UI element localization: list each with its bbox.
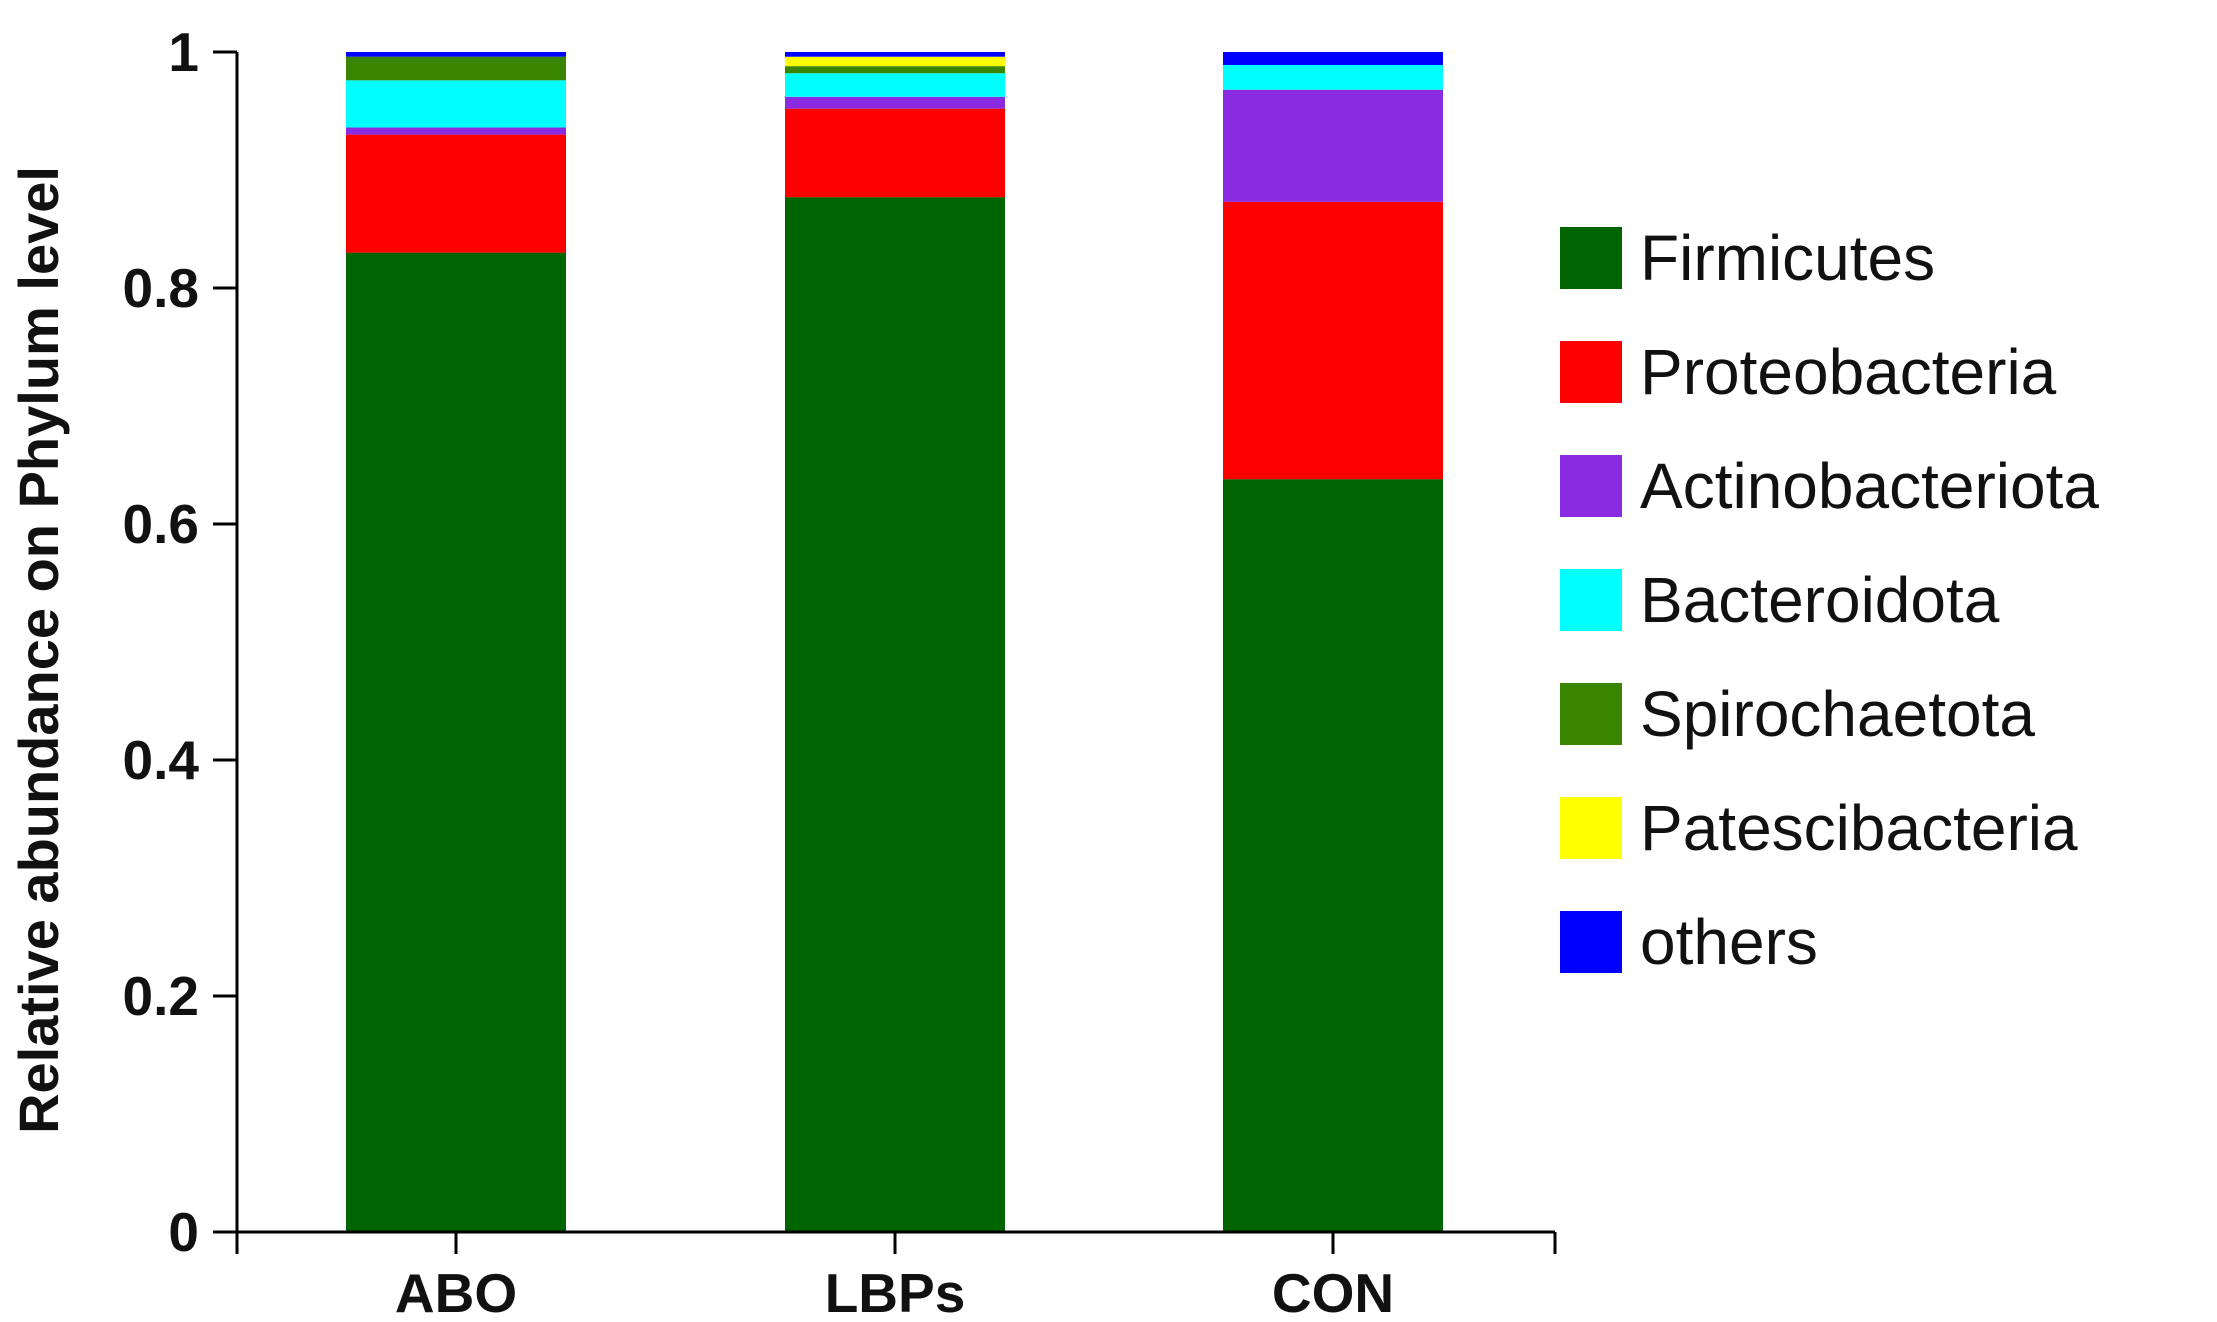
bar-segment <box>1223 89 1443 202</box>
plot-area: 0 0.2 0.4 0.6 0.8 1 ABO LBPs CON <box>123 21 1557 1322</box>
y-tick-label: 0 <box>168 1201 199 1263</box>
bar-segment <box>785 96 1005 109</box>
legend-label: Bacteroidota <box>1640 564 2000 636</box>
y-tick-label: 1 <box>168 21 199 83</box>
y-tick-label: 0.4 <box>123 729 200 791</box>
bar-segment <box>346 80 566 128</box>
legend-swatch <box>1560 455 1622 517</box>
bar-segment <box>1223 52 1443 65</box>
bar-segment <box>785 197 1005 1232</box>
legend-label: Patescibacteria <box>1640 792 2078 864</box>
legend-swatch <box>1560 569 1622 631</box>
legend-label: Spirochaetota <box>1640 678 2035 750</box>
legend-swatch <box>1560 797 1622 859</box>
x-tick-label: LBPs <box>825 1262 966 1322</box>
bar-segment <box>346 134 566 253</box>
bar-segment <box>785 56 1005 67</box>
bar-segment <box>346 52 566 57</box>
legend: Firmicutes Proteobacteria Actinobacteriota… <box>1560 222 2099 978</box>
bar-segment <box>785 52 1005 57</box>
x-tick-label: CON <box>1272 1262 1394 1322</box>
legend-swatch <box>1560 341 1622 403</box>
bar-segment <box>1223 201 1443 480</box>
bar-segment <box>1223 479 1443 1232</box>
bar-segment <box>346 252 566 1233</box>
y-tick-label: 0.2 <box>123 965 199 1027</box>
y-axis-label: Relative abundance on Phylum level <box>7 166 70 1134</box>
y-tick-label: 0.8 <box>123 257 199 319</box>
x-tick-label: ABO <box>395 1262 517 1322</box>
bar-segment <box>346 127 566 135</box>
legend-label: Firmicutes <box>1640 222 1935 294</box>
y-tick-label: 0.6 <box>123 493 199 555</box>
legend-swatch <box>1560 911 1622 973</box>
bar-segment <box>1223 64 1443 90</box>
legend-swatch <box>1560 227 1622 289</box>
legend-swatch <box>1560 683 1622 745</box>
legend-label: others <box>1640 906 1818 978</box>
legend-label: Actinobacteriota <box>1640 450 2099 522</box>
bar-segment <box>785 108 1005 198</box>
bar-segment <box>785 66 1005 74</box>
legend-label: Proteobacteria <box>1640 336 2057 408</box>
bar-segment <box>346 56 566 81</box>
bar-segment <box>785 73 1005 97</box>
